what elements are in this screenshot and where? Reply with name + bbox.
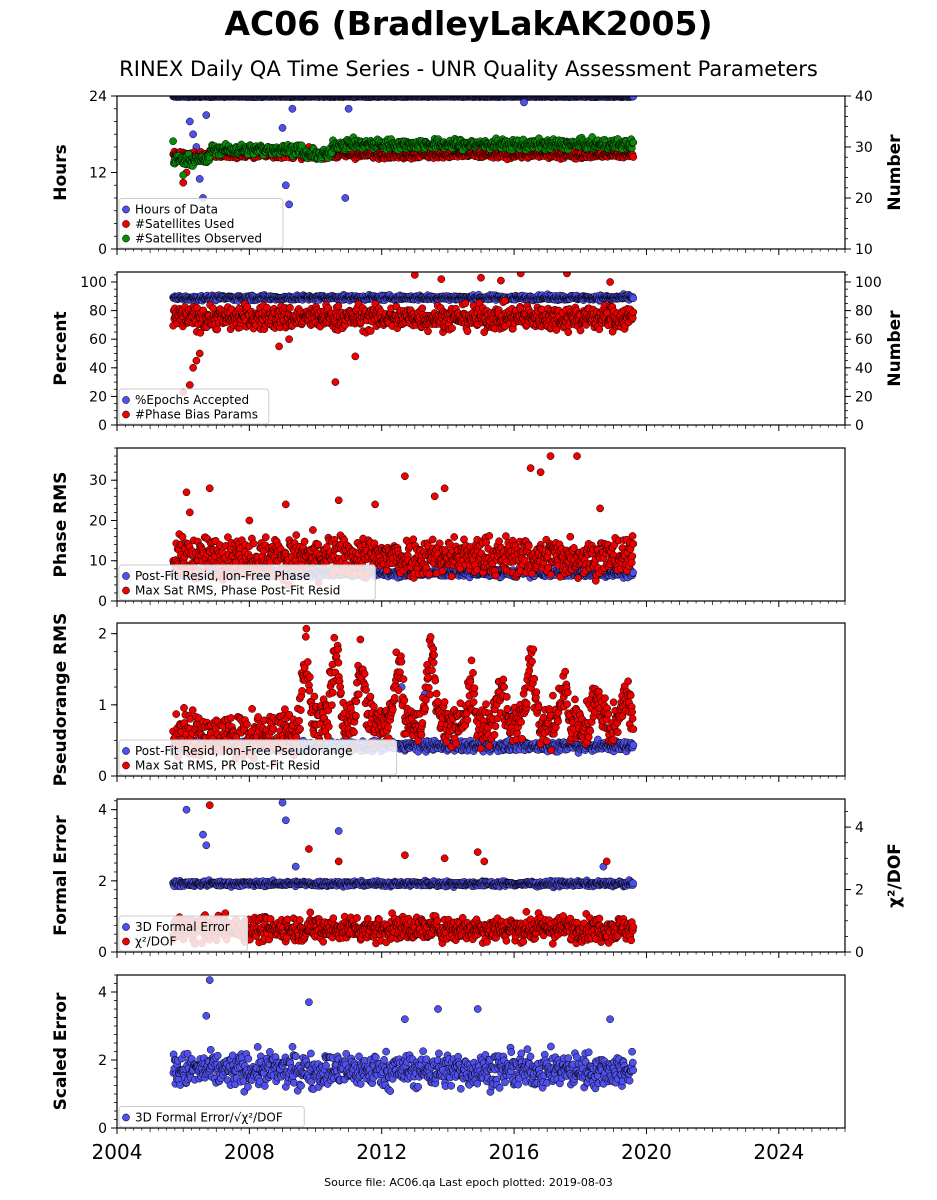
y-tick-label: 24 [89,89,107,105]
y-tick-label: 100 [80,275,107,291]
y-axis-label: Percent [51,311,71,385]
y-tick-label: 0 [98,418,107,434]
y-tick-label: 12 [89,166,107,182]
data-point [278,124,287,132]
y-axis-right: 10 20 30 40 Number [845,89,905,258]
data-point [477,273,485,282]
y-axis-label-right: Number [885,134,905,211]
data-point [366,327,375,335]
x-axis [116,249,846,255]
data-point [497,276,505,285]
series-2-points [169,272,638,396]
data-point [463,327,472,336]
scatter-points [169,96,638,209]
data-point [213,325,222,334]
data-point [334,302,343,310]
legend-entry: Hours of Data [135,203,218,217]
data-point [500,296,509,305]
data-point [297,141,306,150]
data-point [285,335,293,344]
y-tick-label: 80 [855,304,873,320]
data-point [606,278,614,286]
y-tick-label: 80 [89,304,107,320]
data-point [195,175,204,183]
legend: Hours of Data#Satellites Used#Satellites… [118,198,284,249]
data-point [179,178,188,187]
legend-marker [122,220,130,228]
legend-marker [122,234,130,243]
y-tick-label: 40 [855,89,873,105]
y-tick-label: 0 [855,418,864,434]
legend-entry: #Satellites Observed [135,232,262,246]
data-point [179,171,188,179]
y-axis-left: 0 12 24 Hours [51,89,117,258]
data-point [629,153,638,161]
y-axis-label: Hours [51,144,71,201]
data-point [461,299,470,308]
data-point [437,275,446,283]
figure-subtitle: RINEX Daily QA Time Series - UNR Quality… [119,57,818,81]
data-point [418,304,427,313]
series-3-points [169,133,638,179]
legend-entry: #Satellites Used [135,217,234,231]
data-point [629,294,638,303]
data-point [576,326,585,335]
y-tick-label: 20 [89,389,107,405]
data-point [629,308,638,317]
data-point [516,272,525,278]
data-point [202,111,211,119]
data-point [331,378,340,386]
figure-title: AC06 (BradleyLakAK2005) [224,4,713,43]
y-tick-label: 10 [855,242,873,258]
data-point [448,324,456,333]
data-point [563,272,571,278]
x-axis [116,425,846,431]
data-point [281,181,290,190]
legend-marker [122,410,130,419]
data-point [288,104,297,113]
scatter-points [169,272,638,396]
y-tick-label: 40 [855,361,873,377]
y-tick-label: 60 [89,332,107,348]
data-point [520,98,528,107]
panel-2: 0 20 40 60 80 100 Percent 0 20 40 60 80 100 Number %Ep… [51,271,905,434]
data-point [185,117,194,126]
y-axis-left: 0 20 40 60 80 100 Percent [51,274,117,434]
y-tick-label: 20 [855,191,873,207]
y-tick-label: 60 [855,332,873,348]
data-point [424,327,432,336]
data-point [185,381,194,389]
data-point [564,328,573,337]
data-point [351,352,360,361]
legend-entry: %Epochs Accepted [135,393,249,407]
data-point [286,303,294,312]
data-point [189,130,197,139]
data-point [344,104,353,113]
data-point [195,349,204,358]
data-point [629,138,638,147]
y-tick-label: 30 [855,140,873,156]
data-point [275,342,283,351]
y-tick-label: 20 [855,389,873,405]
y-tick-label: 0 [98,242,107,258]
legend-marker [122,396,130,404]
y-axis-label-right: Number [885,310,905,387]
legend-marker [122,205,130,214]
data-point [285,200,293,209]
data-point [341,194,350,202]
data-point [169,137,177,146]
y-axis-right: 0 20 40 60 80 100 Number [845,274,905,434]
legend-entry: #Phase Bias Params [135,408,258,422]
legend: %Epochs Accepted#Phase Bias Params [118,388,270,425]
series-1-points [169,290,638,305]
data-point [192,356,201,365]
y-tick-label: 40 [89,361,107,377]
data-point [189,363,197,372]
y-tick-label: 100 [855,275,882,291]
